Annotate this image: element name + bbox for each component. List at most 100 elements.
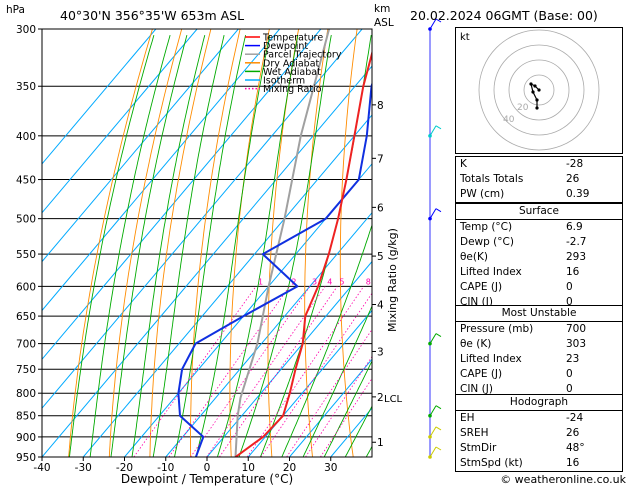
mixing-ratio-label: 8: [366, 277, 371, 286]
pressure-tick-label: 850: [16, 411, 36, 423]
lcl-label: LCL: [384, 394, 403, 405]
hodograph-ring: [478, 29, 600, 151]
km-tick-label: 6: [377, 202, 384, 214]
index-row: Pressure (mb) 700: [456, 322, 622, 337]
index-value: 0: [566, 368, 573, 380]
mixing-ratio-line: [133, 286, 257, 457]
hodograph-ring-label: 20: [517, 103, 529, 113]
wet-adiabat-line: [238, 35, 332, 457]
legend-label: Wet Adiabat: [263, 67, 321, 78]
index-row: K -28: [456, 157, 622, 172]
temperature-tick-label: 20: [283, 462, 296, 474]
wet-adiabat-line: [152, 34, 225, 457]
index-row: EH -24: [456, 411, 622, 426]
isotherm-line: [42, 29, 198, 214]
wet-adiabat-line: [281, 223, 372, 457]
isotherm-line: [247, 309, 372, 457]
temperature-tick-label: 0: [204, 462, 211, 474]
wind-barb-flag: [435, 426, 442, 431]
mixing-ratio-line: [305, 355, 372, 457]
indices-panel-top: K -28 Totals Totals 26 PW (cm) 0.39: [455, 156, 623, 203]
wind-barb-staff: [429, 405, 437, 416]
mixing-ratio-label: 4: [327, 277, 332, 286]
legend-label: Dewpoint: [263, 41, 308, 52]
index-value: 48°: [566, 442, 585, 454]
legend-label: Mixing Ratio: [263, 84, 322, 95]
pressure-tick-label: 600: [16, 281, 36, 293]
wind-barb-flag: [435, 446, 442, 451]
pressure-tick-label: 700: [16, 339, 36, 351]
index-value: 0: [566, 281, 573, 293]
index-row: StmSpd (kt) 16: [456, 456, 622, 471]
hodograph-point: [537, 88, 541, 92]
index-row: Lifted Index 16: [456, 265, 622, 280]
index-label: Dewp (°C): [460, 236, 514, 248]
mixing-ratio-label: 1: [258, 277, 263, 286]
hodograph-ring: [523, 74, 555, 106]
dry-adiabat-line: [304, 29, 329, 457]
isotherm-line: [42, 29, 322, 361]
pressure-tick-label: 500: [16, 214, 36, 226]
wind-barb-flag: [435, 208, 442, 213]
wet-adiabat-line: [195, 35, 271, 457]
wind-barb-flag: [435, 125, 442, 130]
index-value: 16: [566, 266, 580, 278]
pressure-tick-label: 550: [16, 249, 36, 261]
wet-adiabat-line: [68, 34, 155, 457]
x-axis-label: Dewpoint / Temperature (°C): [121, 472, 293, 486]
mixing-ratio-line: [219, 286, 338, 457]
mixing-ratio-line: [190, 286, 311, 457]
pressure-unit: hPa: [6, 4, 25, 16]
wind-barb-flag: [435, 405, 442, 410]
pressure-tick-label: 800: [16, 388, 36, 400]
index-label: Temp (°C): [460, 221, 513, 233]
km-tick-label: 1: [377, 437, 384, 449]
asl-unit: ASL: [374, 17, 394, 29]
copyright-text: © weatheronline.co.uk: [500, 473, 626, 486]
index-value: -2.7: [566, 236, 587, 248]
temperature-tick-label: -40: [33, 462, 50, 474]
index-row: StmDir 48°: [456, 441, 622, 456]
isotherm-line: [289, 358, 372, 457]
datetime-title: 20.02.2024 06GMT (Base: 00): [410, 8, 598, 23]
pressure-tick-label: 750: [16, 364, 36, 376]
pressure-tick-label: 650: [16, 311, 36, 323]
hodograph-point: [529, 82, 533, 86]
hodograph-ring: [508, 59, 570, 121]
legend-label: Dry Adiabat: [263, 58, 320, 69]
index-row: CIN (J) 0: [456, 382, 622, 397]
isotherm-line: [206, 260, 372, 457]
legend-label: Temperature: [262, 33, 323, 44]
hodograph-point: [535, 106, 539, 110]
pressure-tick-label: 350: [16, 81, 36, 93]
isotherm-line: [42, 29, 363, 409]
index-value: 16: [566, 457, 580, 469]
mixing-ratio-axis-label: Mixing Ratio (g/kg): [386, 228, 399, 332]
temperature-tick-label: -30: [75, 462, 92, 474]
wind-barb-staff: [429, 426, 437, 438]
isotherm-line: [42, 29, 157, 165]
index-row: SREH 26: [456, 426, 622, 441]
index-row: Temp (°C) 6.9: [456, 220, 622, 235]
temperature-tick-label: 30: [324, 462, 337, 474]
temperature-tick-label: 10: [242, 462, 255, 474]
wet-adiabat-line: [323, 360, 372, 457]
index-label: Lifted Index: [460, 266, 522, 278]
dry-adiabat-line: [68, 29, 153, 457]
mixing-ratio-label: 15: [403, 277, 413, 286]
dry-adiabat-line: [190, 29, 241, 457]
pressure-tick-label: 950: [16, 452, 36, 464]
index-label: K: [460, 158, 467, 170]
indices-panel-hodograph: Hodograph EH -24 SREH 26 StmDir 48° StmSpd (kt…: [455, 394, 623, 472]
hodograph-unit: kt: [460, 32, 470, 43]
mixing-ratio-label: 3: [312, 277, 317, 286]
most-unstable-title: Most Unstable: [456, 306, 622, 322]
index-label: StmSpd (kt): [460, 457, 523, 469]
hodograph-ring: [493, 44, 585, 136]
legend-label: Parcel Trajectory: [263, 50, 342, 61]
pressure-tick-label: 900: [16, 432, 36, 444]
index-label: Totals Totals: [460, 173, 524, 185]
mixing-ratio-label: 5: [339, 277, 344, 286]
